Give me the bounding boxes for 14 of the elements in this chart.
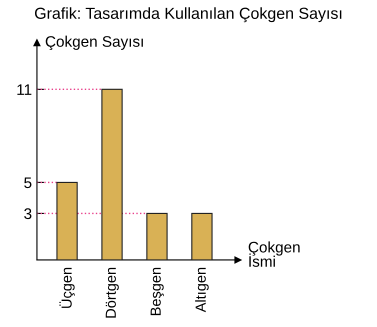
bar [56,182,78,260]
x-tick-label: Üçgen [59,268,75,308]
bar [101,88,123,260]
x-axis-title: Çokgen İsmi [248,241,300,267]
y-tick-label: 5 [24,177,32,188]
chart-title: Grafik: Tasarımda Kullanılan Çokgen Sayısı [34,7,342,22]
bar [191,212,213,260]
y-tick-label: 11 [17,84,32,95]
bar [146,212,168,260]
x-tick-label: Beşgen [150,268,164,316]
y-tick-label: 3 [24,208,32,220]
x-tick-label: Dörtgen [106,268,119,318]
y-axis-title: Çokgen Sayısı [46,36,143,50]
x-tick-label: Altıgen [195,268,209,312]
